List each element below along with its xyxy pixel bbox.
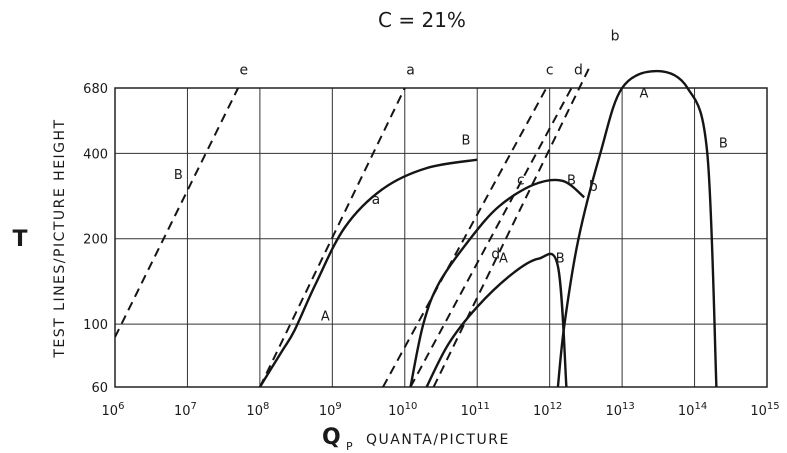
curve-label-c: c [546, 62, 554, 78]
curve-label-d: d [491, 247, 500, 263]
curve-label-c: c [517, 173, 525, 189]
grid [115, 88, 767, 387]
point-label-B: B [567, 174, 576, 189]
y-axis-symbol: T [12, 227, 27, 252]
series-line-a-solid [258, 158, 478, 387]
x-tick-exponent: 8 [263, 401, 269, 412]
point-label-B: B [462, 133, 471, 148]
y-tick-label: 400 [83, 147, 108, 162]
series-line-d-dashed [409, 87, 573, 387]
curve-label-a: a [372, 192, 381, 208]
point-annotations: A A A B B B B B [174, 86, 728, 324]
x-tick-exponent: 6 [118, 401, 124, 412]
x-tick-exponent: 12 [550, 401, 563, 412]
x-tick-exponent: 14 [694, 401, 707, 412]
point-label-B: B [174, 168, 183, 183]
series-line-e-dashed [115, 87, 239, 338]
series-line-d-solid [425, 252, 568, 387]
point-label-B: B [556, 251, 565, 266]
series-line-c-solid [409, 178, 585, 387]
x-axis-subscript: P [346, 440, 353, 453]
y-tick-label: 200 [83, 233, 108, 248]
plot-frame [114, 87, 768, 388]
curve-labels: e a c d b a c d b [240, 29, 620, 263]
series-line-b-solid [556, 69, 718, 387]
y-tick-label: 680 [83, 82, 108, 97]
point-label-A: A [499, 251, 508, 266]
y-axis-label: TEST LINES/PICTURE HEIGHT [52, 118, 68, 358]
x-tick-exponent: 7 [191, 401, 197, 412]
chart-title: C = 21% [378, 8, 466, 32]
series-group [115, 67, 718, 387]
curve-label-e: e [240, 62, 249, 78]
point-label-B: B [719, 136, 728, 151]
point-label-A: A [639, 86, 648, 101]
y-tick-label: 60 [91, 381, 108, 396]
y-tick-label: 100 [83, 318, 108, 333]
y-axis-ticks: 60 100 200 400 680 [83, 82, 108, 396]
x-axis-symbol: Q [322, 425, 341, 450]
curve-label-b: b [589, 179, 598, 195]
x-tick-exponent: 9 [335, 401, 341, 412]
x-tick-exponent: 10 [405, 401, 418, 412]
curve-label-a: a [406, 62, 415, 78]
x-tick-exponent: 13 [622, 401, 635, 412]
x-axis-label: QUANTA/PICTURE [366, 432, 510, 448]
x-tick-exponent: 11 [477, 401, 490, 412]
series-line-a-dashed [259, 87, 406, 387]
point-label-A: A [321, 309, 330, 324]
x-tick-exponent: 15 [767, 401, 780, 412]
curve-label-d: d [574, 62, 583, 78]
series-line-c-dashed [382, 87, 548, 387]
curve-label-b: b [611, 29, 620, 45]
